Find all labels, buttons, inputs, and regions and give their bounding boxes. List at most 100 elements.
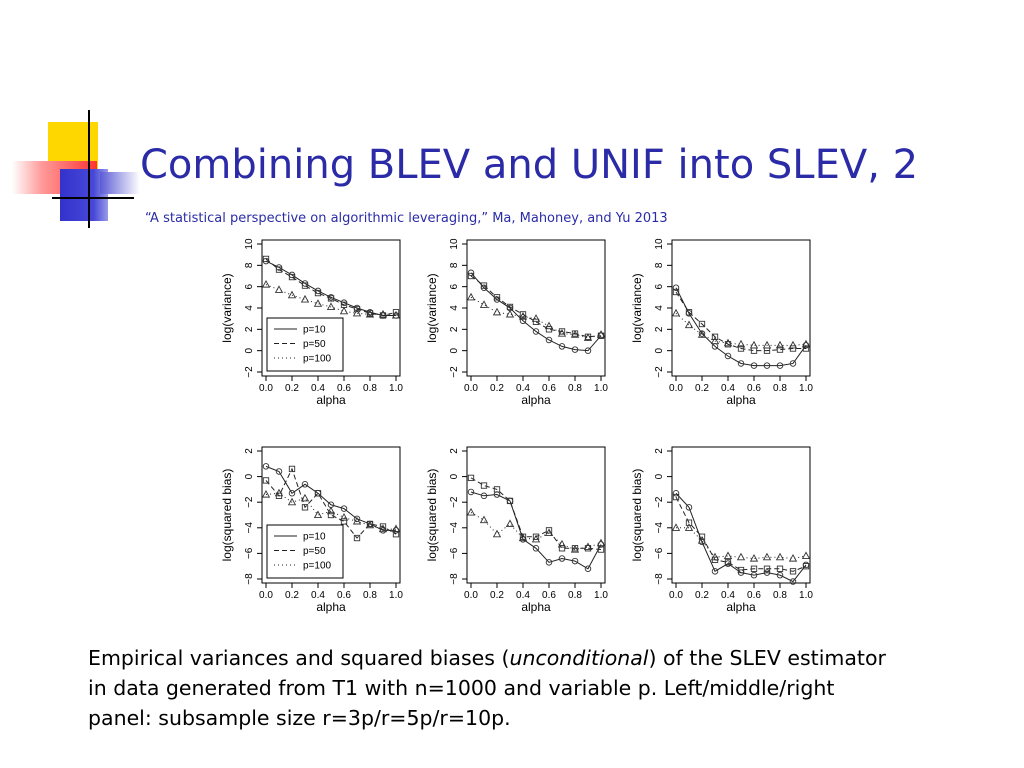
data-point-p=100 [557, 329, 567, 337]
x-tick-label: 1.0 [389, 590, 403, 601]
y-tick-label: −2 [244, 366, 255, 378]
y-tick-label: 0 [654, 347, 665, 353]
data-point-p=10 [571, 346, 579, 353]
data-point-p=50 [262, 255, 270, 263]
x-axis-label: alpha [316, 393, 346, 407]
data-point-p=100 [518, 533, 528, 542]
data-point-p=100 [505, 309, 515, 318]
x-tick-label: 0.0 [259, 590, 273, 601]
series-line-p=50 [675, 496, 807, 572]
series-line-p=50 [675, 291, 806, 352]
x-tick-label: 0.8 [773, 383, 787, 394]
y-tick-label: 2 [244, 326, 255, 332]
data-point-p=50 [698, 320, 706, 328]
y-tick-label: 8 [449, 262, 460, 268]
data-point-p=50 [480, 282, 488, 289]
series-line-p=100 [265, 492, 396, 530]
y-axis-label: log(squared bias) [630, 469, 644, 562]
x-tick-label: 0.6 [337, 590, 351, 601]
series-line-p=100 [470, 296, 602, 339]
data-point-p=50 [275, 266, 283, 273]
x-tick-label: 0.0 [669, 383, 683, 394]
panel-4: 0.0 0.2 0.4 0.6 0.8 1.0 alpha −8 −6 −4 −2 0 2 log(squ… [220, 446, 403, 614]
data-point-p=100 [710, 336, 720, 345]
x-tick-label: 0.4 [311, 383, 325, 394]
data-point-p=10 [571, 557, 579, 565]
data-point-p=10 [763, 569, 771, 576]
x-tick-label: 0.2 [695, 383, 709, 394]
data-point-p=100 [274, 488, 284, 497]
legend-label: p=10 [303, 532, 326, 543]
data-point-p=100 [723, 551, 733, 560]
deco-blue-fade-bar [100, 172, 140, 194]
deco-horizontal-line [52, 197, 134, 199]
data-point-p=100 [583, 333, 593, 341]
data-point-p=100 [378, 524, 388, 533]
x-tick-label: 0.2 [285, 383, 299, 394]
y-tick-label: 8 [654, 262, 665, 268]
y-tick-label: 10 [244, 238, 255, 250]
plot-frame [466, 239, 606, 377]
data-point-p=100 [261, 279, 271, 288]
data-point-p=100 [466, 507, 476, 516]
legend-label: p=10 [303, 325, 326, 336]
y-axis-label: log(squared bias) [220, 469, 234, 562]
data-point-p=50 [353, 305, 361, 313]
data-point-p=100 [326, 302, 336, 310]
caption-line-1-pre: Empirical variances and squared biases ( [88, 646, 510, 670]
data-point-p=50 [545, 527, 553, 534]
data-point-p=10 [545, 559, 553, 566]
data-point-p=50 [532, 533, 540, 540]
data-point-p=100 [479, 300, 489, 308]
data-point-p=100 [762, 552, 772, 561]
data-point-p=50 [467, 272, 475, 280]
data-point-p=50 [493, 294, 501, 301]
x-axis-label: alpha [521, 393, 551, 407]
data-point-p=100 [518, 311, 528, 320]
figure-panels: 0.0 0.2 0.4 0.6 0.8 1.0 alpha −2 0 2 4 6 8 10 log(vari… [220, 238, 813, 614]
caption-line-1-post: ) of the SLEV estimator [648, 646, 886, 670]
data-point-p=100 [505, 519, 515, 528]
data-point-p=10 [532, 328, 540, 335]
data-point-p=50 [314, 490, 322, 497]
data-point-p=50 [698, 533, 706, 540]
data-point-p=100 [352, 516, 362, 525]
plot-frame [466, 446, 606, 584]
x-tick-label: 1.0 [594, 383, 608, 394]
data-point-p=10 [724, 352, 732, 360]
data-point-p=10 [545, 336, 553, 344]
data-point-p=50 [506, 497, 514, 505]
data-point-p=50 [776, 346, 784, 353]
data-point-p=10 [584, 347, 592, 354]
data-point-p=100 [544, 321, 554, 330]
data-point-p=100 [261, 489, 271, 498]
y-tick-label: −2 [449, 496, 460, 508]
data-point-p=100 [710, 552, 720, 561]
y-tick-label: 0 [244, 473, 255, 479]
y-tick-label: −4 [654, 522, 665, 534]
y-tick-label: 4 [244, 305, 255, 311]
data-point-p=10 [750, 362, 758, 369]
data-point-p=100 [313, 510, 323, 519]
data-point-p=100 [274, 285, 284, 293]
y-tick-label: −2 [244, 496, 255, 508]
x-tick-label: 0.2 [490, 383, 504, 394]
data-point-p=10 [340, 505, 348, 512]
x-tick-label: 1.0 [594, 590, 608, 601]
y-tick-label: 10 [654, 238, 665, 250]
slide-title: Combining BLEV and UNIF into SLEV, 2 [140, 142, 919, 188]
y-tick-label: 4 [654, 305, 665, 311]
x-tick-label: 0.8 [568, 590, 582, 601]
series-line-p=50 [265, 258, 397, 316]
data-point-p=50 [558, 328, 566, 335]
data-point-p=50 [789, 345, 797, 352]
data-point-p=50 [802, 563, 810, 570]
x-tick-label: 0.8 [773, 590, 787, 601]
data-point-p=50 [737, 345, 745, 352]
data-point-p=10 [467, 488, 475, 496]
series-line-p=50 [265, 467, 397, 539]
data-point-p=50 [737, 566, 745, 574]
data-point-p=10 [789, 360, 797, 367]
series-line-p=100 [675, 312, 807, 346]
plot-frame [671, 239, 811, 377]
